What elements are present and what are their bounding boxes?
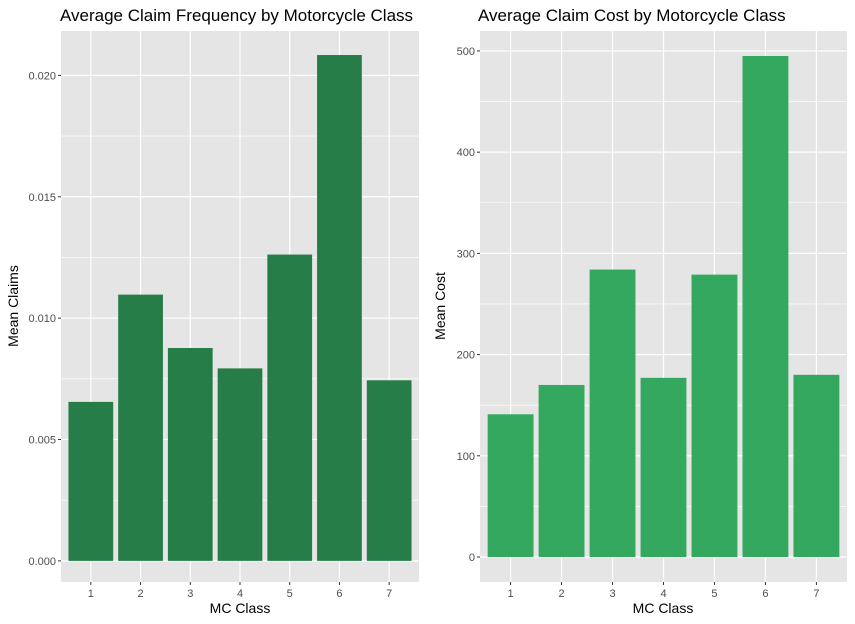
x-axis: 1 2 3 4 5 6 7 — [88, 582, 392, 600]
bar-class-4 — [217, 368, 263, 561]
x-tick-label: 7 — [386, 588, 392, 600]
y-tick-label: 0.000 — [28, 556, 56, 568]
chart-title: Average Claim Cost by Motorcycle Class — [478, 6, 786, 25]
bars — [68, 55, 412, 561]
y-tick-label: 200 — [457, 350, 475, 362]
x-tick-label: 7 — [813, 588, 819, 600]
y-tick-label: 100 — [457, 451, 475, 463]
claim-frequency-chart: Average Claim Frequency by Motorcycle Cl… — [5, 6, 419, 616]
y-axis: 0.000 0.005 0.010 0.015 0.020 — [28, 70, 61, 568]
bar-class-3 — [589, 269, 636, 558]
y-tick-label: 300 — [457, 248, 475, 260]
x-axis-title: MC Class — [210, 600, 271, 616]
bar-class-6 — [317, 55, 362, 561]
claim-cost-chart: Average Claim Cost by Motorcycle Class 0… — [432, 6, 847, 616]
y-tick-label: 400 — [457, 147, 475, 159]
x-tick-label: 1 — [88, 588, 94, 600]
bar-class-5 — [267, 254, 313, 561]
y-tick-label: 0.015 — [28, 192, 56, 204]
x-tick-label: 6 — [762, 588, 768, 600]
y-tick-label: 0.010 — [28, 313, 56, 325]
x-tick-label: 5 — [711, 588, 717, 600]
bar-class-1 — [68, 401, 114, 561]
x-tick-label: 1 — [508, 588, 514, 600]
bars — [487, 55, 840, 558]
x-tick-label: 2 — [137, 588, 143, 600]
y-axis-title: Mean Claims — [5, 265, 21, 347]
bar-class-2 — [538, 384, 585, 558]
bar-class-7 — [366, 380, 412, 561]
bar-class-2 — [118, 294, 163, 561]
bar-class-4 — [640, 377, 687, 558]
x-tick-label: 3 — [187, 588, 193, 600]
x-tick-label: 2 — [558, 588, 564, 600]
y-tick-label: 0 — [469, 552, 475, 564]
x-tick-label: 5 — [287, 588, 293, 600]
x-axis: 1 2 3 4 5 6 7 — [508, 582, 819, 600]
bar-class-5 — [691, 274, 738, 558]
y-axis: 0 100 200 300 400 500 — [457, 46, 480, 564]
y-tick-label: 0.005 — [28, 435, 56, 447]
x-tick-label: 4 — [237, 588, 243, 600]
x-tick-label: 6 — [336, 588, 342, 600]
y-tick-label: 500 — [457, 46, 475, 58]
bar-class-3 — [167, 348, 213, 561]
x-tick-label: 4 — [660, 588, 666, 600]
y-axis-title: Mean Cost — [432, 272, 448, 340]
bar-class-7 — [793, 374, 840, 558]
bar-class-1 — [487, 414, 534, 558]
x-tick-label: 3 — [609, 588, 615, 600]
chart-title: Average Claim Frequency by Motorcycle Cl… — [60, 6, 413, 25]
x-axis-title: MC Class — [633, 600, 694, 616]
y-tick-label: 0.020 — [28, 70, 56, 82]
bar-class-6 — [742, 55, 789, 558]
